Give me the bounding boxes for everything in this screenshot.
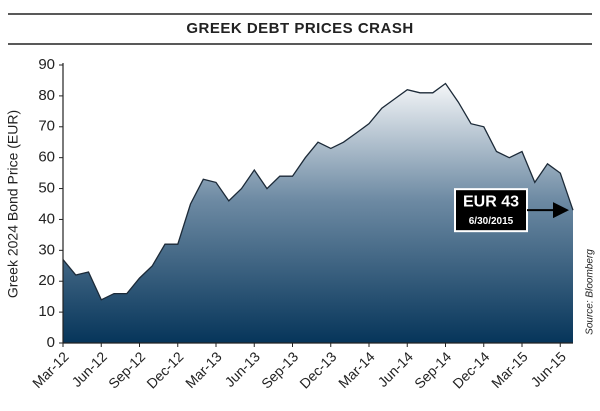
x-tick-label: Sep-14 [411, 348, 454, 391]
y-tick-label: 0 [47, 334, 55, 351]
x-tick-label: Sep-13 [258, 348, 301, 391]
x-tick-label: Sep-12 [105, 348, 148, 391]
y-tick-label: 10 [38, 303, 55, 320]
y-tick-label: 60 [38, 149, 55, 166]
x-tick-label: Dec-14 [449, 348, 492, 391]
chart-title: GREEK DEBT PRICES CRASH [186, 20, 413, 37]
x-tick-label: Jun-13 [221, 348, 263, 390]
y-tick-label: 20 [38, 272, 55, 289]
x-tick-label: Jun-12 [68, 348, 110, 390]
x-tick-label: Dec-13 [296, 348, 339, 391]
x-tick-label: Dec-12 [143, 348, 186, 391]
source: Source: Bloomberg [585, 249, 596, 335]
x-tick-label: Jun-14 [374, 348, 416, 390]
x-tick-label: Mar-15 [488, 348, 531, 391]
y-tick-label: 40 [38, 210, 55, 227]
line [62, 82, 574, 301]
area [63, 83, 573, 343]
annotation-label: EUR 43 [463, 193, 519, 210]
annotation-box [454, 188, 528, 233]
x-tick-label: Jun-15 [527, 348, 569, 390]
y-tick-label: 80 [38, 87, 55, 104]
annotation-date: 6/30/2015 [469, 216, 514, 227]
y-tick-label: 50 [38, 180, 55, 197]
y-axis-label: Greek 2024 Bond Price (EUR) [5, 110, 21, 298]
x-tick-label: Mar-14 [335, 348, 378, 391]
x-tick-label: Mar-13 [182, 348, 225, 391]
y-tick-label: 70 [38, 118, 55, 135]
y-tick-label: 90 [38, 56, 55, 73]
y-tick-label: 30 [38, 241, 55, 258]
x-tick-label: Mar-12 [29, 348, 72, 391]
